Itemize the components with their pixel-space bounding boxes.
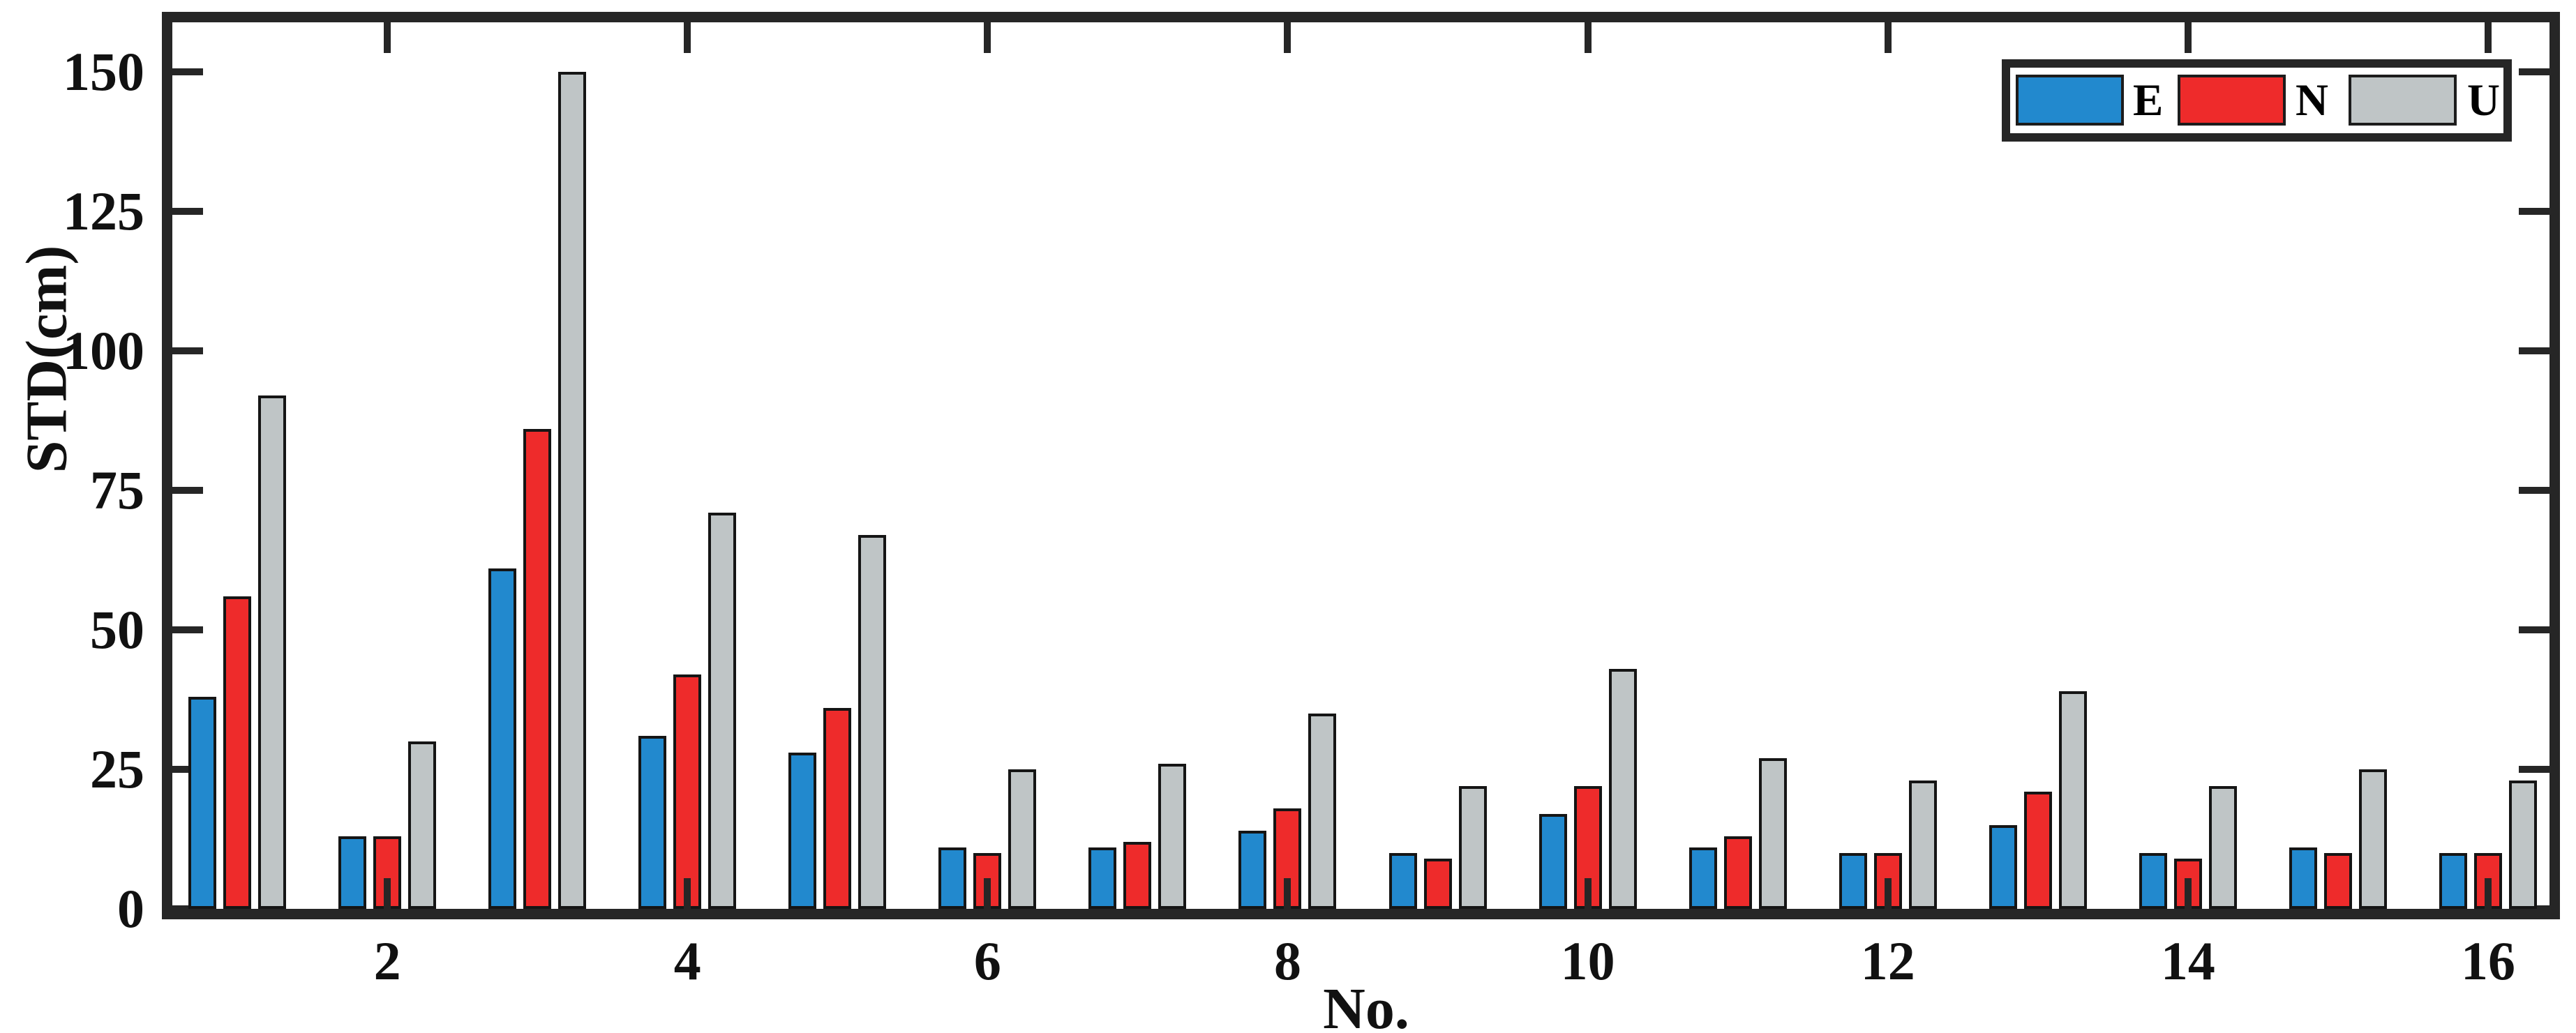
bar-U-7 <box>1158 764 1187 909</box>
y-tick-label: 75 <box>90 460 144 520</box>
legend: E N U <box>2002 59 2512 142</box>
axis-spine-left <box>162 12 172 919</box>
bar-N-9 <box>1423 859 1452 909</box>
bar-U-10 <box>1608 669 1637 909</box>
axis-spine-right <box>2549 12 2560 919</box>
bar-U-3 <box>558 72 587 909</box>
bar-U-8 <box>1308 714 1337 909</box>
y-tick-left <box>172 766 203 773</box>
x-tick-label: 10 <box>1560 930 1615 991</box>
y-tick-left <box>172 208 203 215</box>
y-tick-label: 0 <box>117 878 144 939</box>
y-tick-left <box>172 68 203 75</box>
bar-N-1 <box>223 596 251 909</box>
bar-E-2 <box>338 836 367 909</box>
bar-U-13 <box>2058 691 2087 909</box>
y-tick-left <box>172 347 203 354</box>
bar-N-4 <box>673 674 702 909</box>
x-tick-top <box>984 22 991 53</box>
x-tick-top <box>2184 22 2192 53</box>
y-tick-right <box>2519 766 2549 773</box>
y-tick-right <box>2519 68 2549 75</box>
bar-N-11 <box>1723 836 1752 909</box>
y-axis-label: STD(cm) <box>14 245 80 474</box>
bar-E-13 <box>1989 825 2017 909</box>
bar-U-1 <box>258 395 286 909</box>
y-tick-label: 50 <box>90 599 144 660</box>
x-tick-bottom <box>684 878 691 909</box>
x-tick-bottom <box>984 878 991 909</box>
bar-E-1 <box>188 697 216 909</box>
x-tick-label: 2 <box>373 930 401 991</box>
x-tick-bottom <box>2184 878 2192 909</box>
y-tick-label: 125 <box>63 181 144 241</box>
y-tick-label: 25 <box>90 739 144 799</box>
bar-U-6 <box>1008 769 1037 909</box>
bar-U-2 <box>408 741 437 909</box>
axis-spine-top <box>162 12 2560 22</box>
legend-swatch-N <box>2178 75 2286 126</box>
y-tick-label: 150 <box>63 41 144 102</box>
x-tick-bottom <box>1584 878 1592 909</box>
y-tick-left <box>172 487 203 494</box>
bar-U-15 <box>2358 769 2387 909</box>
x-tick-label: 16 <box>2461 930 2516 991</box>
bar-E-6 <box>938 847 967 909</box>
bar-U-12 <box>1908 781 1937 909</box>
bar-N-7 <box>1123 842 1152 909</box>
y-tick-right <box>2519 626 2549 633</box>
legend-swatch-E <box>2016 75 2124 126</box>
x-tick-label: 14 <box>2160 930 2215 991</box>
bar-E-9 <box>1388 853 1417 909</box>
x-axis-label: No. <box>1323 977 1409 1033</box>
x-tick-label: 8 <box>1273 930 1301 991</box>
bar-E-11 <box>1688 847 1717 909</box>
y-tick-right <box>2519 347 2549 354</box>
legend-label-U: U <box>2467 75 2500 126</box>
bar-U-16 <box>2509 781 2538 909</box>
bar-E-14 <box>2139 853 2167 909</box>
bar-E-7 <box>1088 847 1117 909</box>
y-tick-right <box>2519 487 2549 494</box>
bar-E-12 <box>1839 853 1867 909</box>
x-tick-bottom <box>1284 878 1291 909</box>
x-tick-top <box>2485 22 2492 53</box>
x-tick-bottom <box>1884 878 1892 909</box>
bar-U-11 <box>1758 758 1787 909</box>
y-tick-right <box>2519 208 2549 215</box>
legend-label-N: N <box>2296 75 2328 126</box>
bar-E-10 <box>1538 814 1567 909</box>
bar-N-13 <box>2023 792 2052 909</box>
bar-E-5 <box>788 753 817 909</box>
x-tick-label: 6 <box>973 930 1001 991</box>
y-tick-left <box>172 626 203 633</box>
bar-N-15 <box>2323 853 2352 909</box>
x-tick-top <box>1284 22 1291 53</box>
bar-E-15 <box>2289 847 2317 909</box>
x-tick-label: 12 <box>1860 930 1915 991</box>
bar-N-5 <box>823 708 852 909</box>
bar-E-4 <box>638 736 667 909</box>
bar-U-4 <box>708 513 737 909</box>
bar-N-3 <box>523 429 552 909</box>
bar-E-8 <box>1238 831 1267 909</box>
x-tick-top <box>1884 22 1892 53</box>
x-tick-top <box>384 22 391 53</box>
x-tick-label: 4 <box>673 930 701 991</box>
y-tick-label: 100 <box>63 320 144 381</box>
bar-U-14 <box>2208 786 2237 909</box>
bar-E-16 <box>2439 853 2468 909</box>
x-tick-bottom <box>2485 878 2492 909</box>
axis-spine-bottom <box>162 909 2560 919</box>
bar-U-5 <box>858 535 887 909</box>
x-tick-top <box>1584 22 1592 53</box>
x-tick-top <box>684 22 691 53</box>
bar-E-3 <box>488 568 517 909</box>
legend-label-E: E <box>2133 75 2164 126</box>
x-tick-bottom <box>384 878 391 909</box>
bar-U-9 <box>1458 786 1487 909</box>
legend-swatch-U <box>2349 75 2457 126</box>
